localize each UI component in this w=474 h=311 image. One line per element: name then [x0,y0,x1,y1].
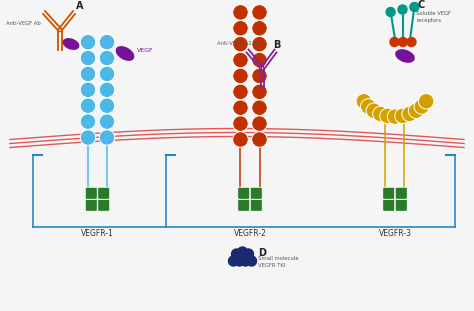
Circle shape [252,132,267,147]
Circle shape [380,108,395,124]
Circle shape [233,68,248,84]
Text: VEGFR-2: VEGFR-2 [234,229,266,238]
Circle shape [80,50,96,66]
Circle shape [410,2,419,12]
Ellipse shape [116,47,134,60]
Circle shape [233,36,248,52]
Circle shape [409,103,424,118]
Circle shape [233,116,248,131]
Circle shape [233,21,248,36]
Circle shape [387,109,403,124]
Circle shape [252,116,267,131]
Circle shape [235,256,245,266]
Circle shape [366,103,382,118]
FancyBboxPatch shape [85,199,97,211]
Text: A: A [76,1,83,11]
Circle shape [399,38,408,47]
Circle shape [99,82,115,98]
Circle shape [398,5,407,14]
Circle shape [252,52,267,68]
Circle shape [419,94,434,109]
FancyBboxPatch shape [238,187,250,199]
Circle shape [99,130,115,145]
Ellipse shape [64,39,79,49]
Text: Anti-VEGF Ab: Anti-VEGF Ab [6,21,41,26]
FancyBboxPatch shape [395,187,407,199]
Circle shape [233,84,248,100]
Circle shape [233,100,248,115]
Circle shape [252,36,267,52]
Circle shape [252,21,267,36]
Circle shape [252,84,267,100]
Text: Anti-VEGFR-2 Ab: Anti-VEGFR-2 Ab [218,41,261,46]
Text: VEGFR-3: VEGFR-3 [379,229,411,238]
Circle shape [233,52,248,68]
Text: VEGF: VEGF [137,49,153,53]
Text: Small molecule
VEGFR TKI: Small molecule VEGFR TKI [258,256,299,268]
Circle shape [373,106,388,122]
FancyBboxPatch shape [238,199,250,211]
Circle shape [252,100,267,115]
Text: C: C [418,1,425,11]
Circle shape [228,256,238,266]
FancyBboxPatch shape [250,199,262,211]
Circle shape [80,98,96,114]
FancyBboxPatch shape [395,199,407,211]
FancyBboxPatch shape [250,187,262,199]
Circle shape [356,94,372,109]
Circle shape [99,66,115,82]
Text: B: B [273,39,281,49]
Circle shape [402,106,418,122]
FancyBboxPatch shape [383,199,395,211]
Circle shape [80,35,96,50]
Circle shape [237,247,247,257]
Circle shape [246,256,256,266]
Circle shape [231,249,241,259]
Circle shape [80,66,96,82]
Circle shape [395,108,410,124]
FancyBboxPatch shape [98,199,110,211]
Circle shape [99,35,115,50]
Circle shape [80,130,96,145]
Circle shape [99,114,115,129]
Circle shape [99,50,115,66]
FancyBboxPatch shape [98,187,110,199]
Text: Soluble VEGF
receptors: Soluble VEGF receptors [417,12,452,23]
FancyBboxPatch shape [85,187,97,199]
Circle shape [80,82,96,98]
Ellipse shape [396,50,414,62]
Circle shape [407,38,416,47]
Text: VEGFR-1: VEGFR-1 [81,229,114,238]
Circle shape [414,99,429,114]
Circle shape [386,7,395,16]
FancyBboxPatch shape [383,187,395,199]
Circle shape [80,114,96,129]
Circle shape [233,5,248,20]
Circle shape [99,98,115,114]
Circle shape [361,99,376,114]
Circle shape [252,5,267,20]
Circle shape [390,38,399,47]
Circle shape [240,256,250,266]
Text: D: D [258,248,266,258]
Circle shape [244,249,254,259]
Circle shape [252,68,267,84]
Circle shape [233,132,248,147]
